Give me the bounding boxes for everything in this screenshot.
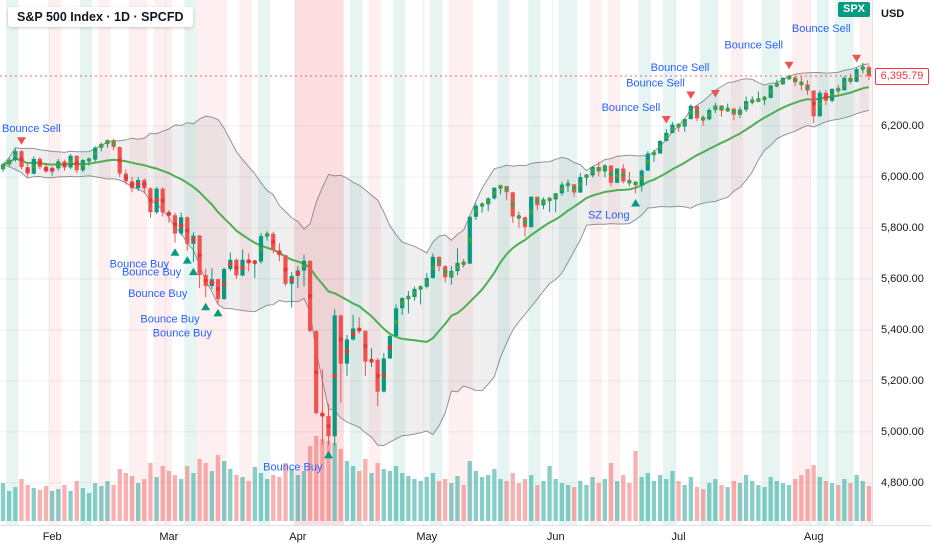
- annotation-label: Bounce Sell: [602, 102, 661, 114]
- buy-triangle-icon: [631, 199, 641, 207]
- symbol-title[interactable]: S&P 500 Index · 1D · SPCFD: [8, 7, 193, 27]
- time-axis-label: Aug: [803, 531, 824, 543]
- buy-triangle-icon: [170, 248, 180, 256]
- annotation-label: Bounce Sell: [724, 40, 783, 52]
- sell-triangle-icon: [784, 61, 794, 70]
- annotation-label: Bounce Buy: [153, 327, 213, 339]
- buy-triangle-icon: [213, 308, 223, 317]
- annotation-label: Bounce Sell: [792, 23, 851, 35]
- session-stripes: [6, 0, 872, 525]
- annotation-label: Bounce Buy: [128, 288, 188, 300]
- grid-lines: [0, 0, 872, 525]
- annotation-label: SZ Long: [588, 210, 630, 222]
- symbol-watermark-badge: SPX: [837, 2, 870, 17]
- sell-triangle-icon: [661, 116, 671, 124]
- currency-label: USD: [881, 8, 905, 20]
- ma-line: [2, 86, 870, 343]
- price-axis-label: 5,400.00: [881, 323, 924, 336]
- price-axis-label: 5,000.00: [881, 425, 924, 438]
- bollinger-band: [2, 63, 870, 447]
- annotation-label: Bounce Buy: [140, 313, 200, 325]
- time-axis-label: Jul: [671, 531, 686, 543]
- sell-triangle-icon: [17, 137, 26, 145]
- last-price-tag: 6,395.79: [875, 67, 929, 85]
- buy-triangle-icon: [188, 267, 198, 276]
- price-axis[interactable]: USD 6,395.79 6,200.00 6,000.00 5,800.00 5,6…: [872, 0, 932, 525]
- buy-triangle-icon: [324, 450, 333, 459]
- price-axis-label: 4,800.00: [881, 476, 924, 489]
- time-axis-label: May: [416, 531, 438, 543]
- price-axis-label: 5,800.00: [881, 221, 924, 234]
- signal-dots: [0, 65, 872, 429]
- annotation-label: Bounce Sell: [626, 78, 685, 90]
- annotation-label: Bounce Sell: [2, 123, 61, 135]
- time-axis-label: Mar: [159, 531, 179, 543]
- annotation-label: Bounce Buy: [263, 461, 323, 473]
- time-axis-label: Apr: [289, 531, 307, 543]
- time-axis-label: Feb: [42, 531, 62, 543]
- buy-triangle-icon: [201, 302, 211, 311]
- price-axis-label: 5,600.00: [881, 272, 924, 285]
- buy-triangle-icon: [182, 256, 192, 264]
- annotation-label: Bounce Sell: [651, 62, 710, 74]
- time-axis-label: Jun: [546, 531, 565, 543]
- volume-bars: [0, 436, 872, 521]
- annotation-label: Bounce Buy: [122, 267, 182, 279]
- price-axis-label: 6,200.00: [881, 119, 924, 132]
- sell-triangle-icon: [852, 54, 862, 63]
- sell-triangle-icon: [710, 90, 720, 98]
- annotation-label: Bounce Buy: [110, 259, 170, 271]
- price-axis-label: 5,200.00: [881, 374, 924, 387]
- time-axis[interactable]: Feb Mar Apr May Jun Jul Aug: [0, 525, 932, 550]
- price-axis-label: 6,000.00: [881, 170, 924, 183]
- sell-triangle-icon: [686, 91, 696, 99]
